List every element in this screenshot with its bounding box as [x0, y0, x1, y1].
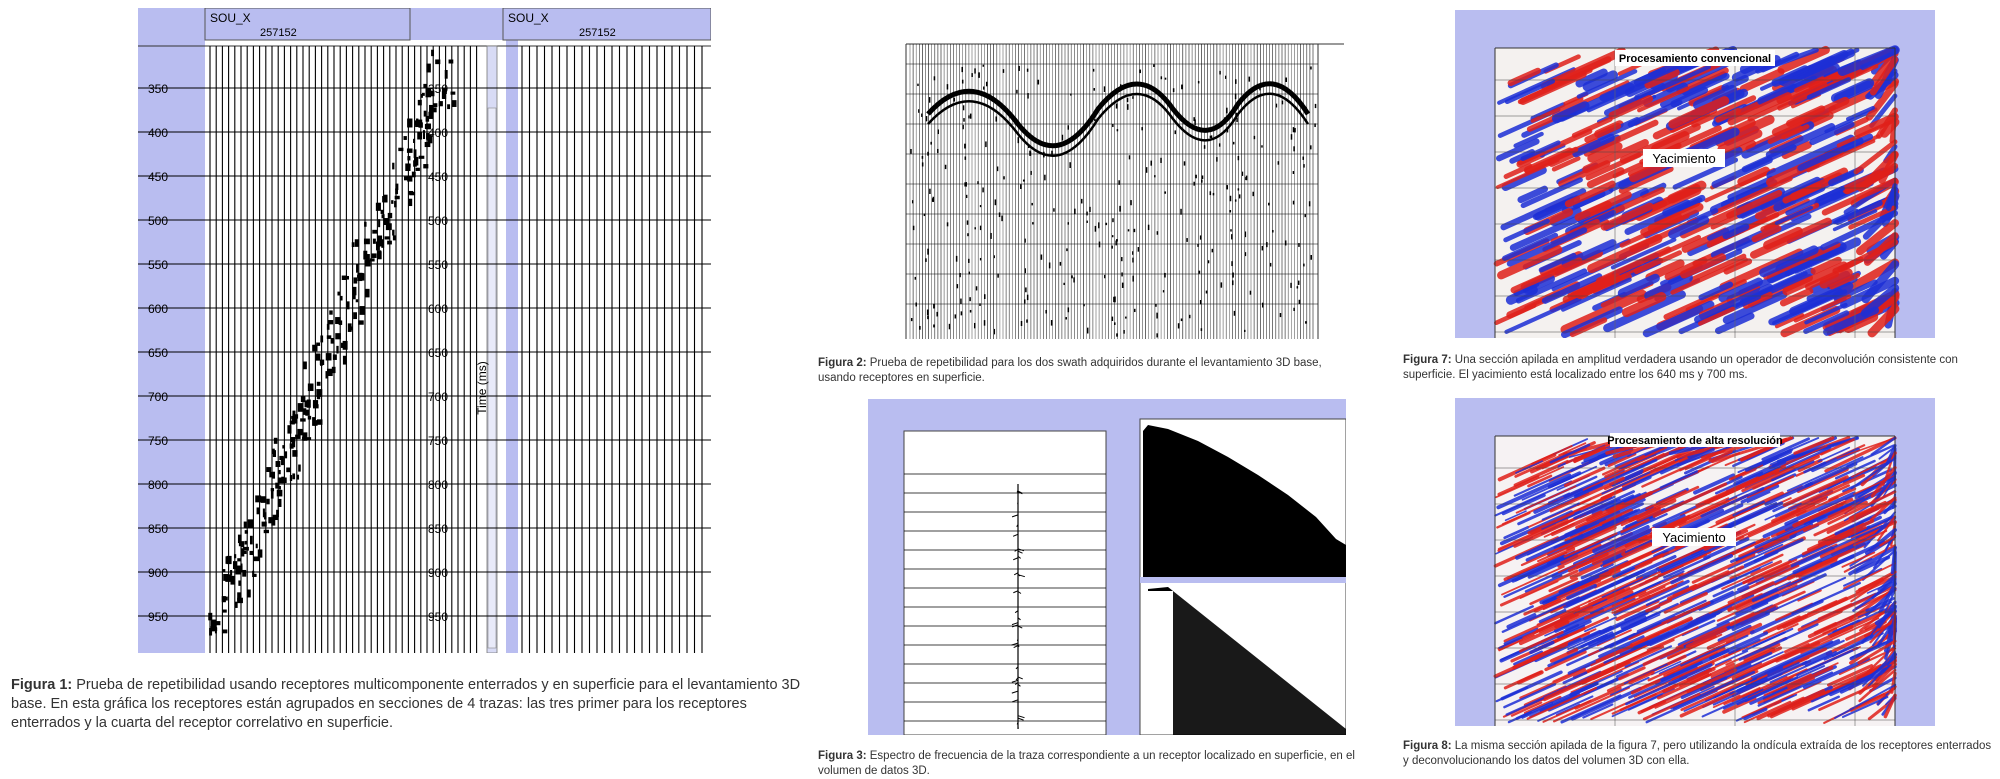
- figure-2-caption-text: Prueba de repetibilidad para los dos swa…: [818, 357, 1322, 384]
- figure-1-y-tick-label-right: 850: [428, 522, 448, 536]
- figure-8-seismic-section: Procesamiento de alta resolución Yacimie…: [1455, 398, 1935, 726]
- figure-2-seismic-section: [868, 4, 1344, 344]
- figure-2-caption: Figura 2: Prueba de repetibilidad para l…: [818, 356, 1358, 386]
- figure-1-caption: Figura 1: Prueba de repetibilidad usando…: [11, 676, 801, 733]
- figure-8-caption-label: Figura 8:: [1403, 740, 1452, 752]
- figure-1-caption-text: Prueba de repetibilidad usando receptore…: [11, 677, 800, 731]
- figure-1-y-tick-label-left: 950: [148, 610, 168, 624]
- figure-1-y-tick-label-left: 450: [148, 170, 168, 184]
- figure-1-y-tick-label-left: 800: [148, 478, 168, 492]
- figure-1-y-tick-label-left: 650: [148, 346, 168, 360]
- figure-7-caption-label: Figura 7:: [1403, 354, 1452, 366]
- figure-1-y-tick-label-right: 600: [428, 302, 448, 316]
- figure-1-y-tick-label-left: 500: [148, 214, 168, 228]
- figure-1-y-tick-label-left: 350: [148, 82, 168, 96]
- figure-1-y-tick-label-right: 550: [428, 258, 448, 272]
- figure-3-caption: Figura 3: Espectro de frecuencia de la t…: [818, 749, 1378, 779]
- figure-8-annotation: Yacimiento: [1662, 530, 1725, 545]
- figure-1-y-tick-label-right: 700: [428, 390, 448, 404]
- figure-1-y-tick-label-right: 800: [428, 478, 448, 492]
- figure-1-y-tick-label-left: 400: [148, 126, 168, 140]
- figure-7-caption: Figura 7: Una sección apilada en amplitu…: [1403, 353, 1993, 383]
- figure-1-y-tick-label-right: 950: [428, 610, 448, 624]
- figure-7-seismic-section: Procesamiento convencional Yacimiento: [1455, 10, 1935, 338]
- figure-1-y-tick-label-right: 650: [428, 346, 448, 360]
- figure-7-panel: Procesamiento convencional Yacimiento: [1455, 10, 1935, 338]
- figure-1-y-tick-label-right: 500: [428, 214, 448, 228]
- figure-8-caption-text: La misma sección apilada de la figura 7,…: [1403, 740, 1991, 767]
- figure-1-header-label-left: SOU_X: [210, 11, 251, 25]
- figure-1-caption-label: Figura 1:: [11, 677, 72, 693]
- figure-8-caption: Figura 8: La misma sección apilada de la…: [1403, 739, 2000, 769]
- figure-1-y-tick-label-left: 700: [148, 390, 168, 404]
- figure-1-y-tick-label-right: 450: [428, 170, 448, 184]
- figure-3-panel: [868, 399, 1346, 735]
- figure-1-y-tick-label-right: 400: [428, 126, 448, 140]
- figure-1-header-label-right: SOU_X: [508, 11, 549, 25]
- figure-7-annotation: Yacimiento: [1652, 151, 1715, 166]
- figure-7-inner-title: Procesamiento convencional: [1619, 53, 1771, 65]
- figure-1-header-value-left: 257152: [260, 27, 297, 39]
- figure-1-y-tick-label-right: 900: [428, 566, 448, 580]
- figure-1-y-tick-label-left: 600: [148, 302, 168, 316]
- figure-7-caption-text: Una sección apilada en amplitud verdader…: [1403, 354, 1958, 381]
- figure-8-panel: Procesamiento de alta resolución Yacimie…: [1455, 398, 1935, 726]
- figure-1-y-tick-label-left: 550: [148, 258, 168, 272]
- figure-3-caption-label: Figura 3:: [818, 750, 867, 762]
- figure-1-y-tick-label-right: 750: [428, 434, 448, 448]
- figure-1-y-tick-label-left: 750: [148, 434, 168, 448]
- figure-2-caption-label: Figura 2:: [818, 357, 867, 369]
- figure-8-inner-title: Procesamiento de alta resolución: [1607, 435, 1783, 447]
- figure-1-scroll-thumb[interactable]: [488, 108, 496, 648]
- figure-1-y-tick-label-right: 350: [428, 82, 448, 96]
- figure-2-panel: [868, 4, 1344, 344]
- figure-1-y-tick-label-left: 900: [148, 566, 168, 580]
- figure-3-spectrum: [868, 399, 1346, 735]
- figure-1-y-tick-label-left: 850: [148, 522, 168, 536]
- figure-1-header-value-right: 257152: [579, 27, 616, 39]
